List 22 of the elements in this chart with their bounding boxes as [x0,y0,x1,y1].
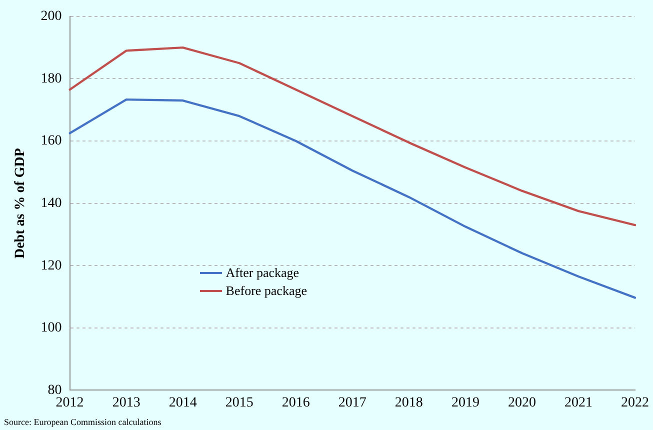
y-tick-label: 160 [40,134,62,149]
x-tick-label: 2015 [225,395,254,410]
x-tick-label: 2012 [56,395,84,410]
x-tick-label: 2016 [282,395,310,410]
x-tick-label: 2020 [508,395,536,410]
y-tick-label: 180 [40,71,62,86]
x-tick-label: 2017 [338,395,366,410]
y-tick-label: 140 [40,196,62,211]
y-tick-label: 80 [48,382,62,398]
legend-label: After package [226,265,300,282]
x-tick-label: 2014 [168,395,197,410]
x-tick-label: 2022 [621,395,649,410]
y-tick-label: 100 [40,320,62,336]
y-tick-label: 120 [40,258,62,274]
y-axis-title: Debt as % of GDP [13,148,28,259]
x-tick-label: 2013 [112,395,140,410]
x-tick-label: 2021 [564,395,592,410]
x-tick-label: 2018 [394,395,423,410]
source-note: Source: European Commission calculations [4,417,162,427]
legend-label: Before package [226,283,307,300]
y-tick-label: 200 [40,9,62,24]
x-tick-label: 2019 [451,395,480,410]
